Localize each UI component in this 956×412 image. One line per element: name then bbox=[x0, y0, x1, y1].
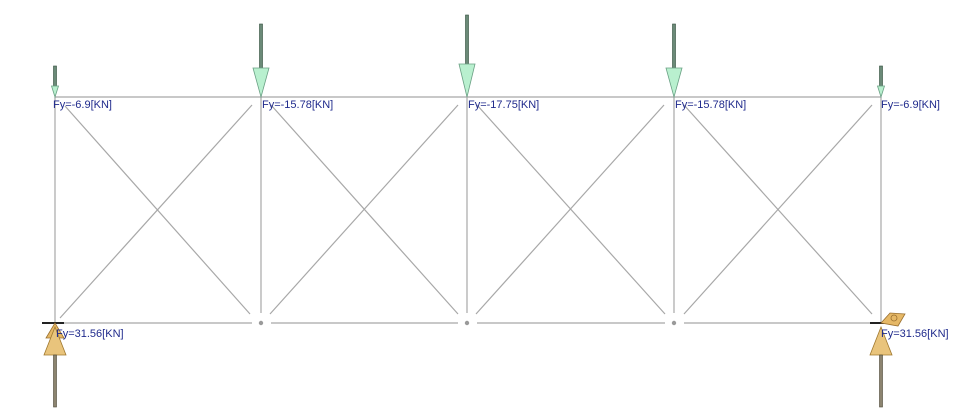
diagonal-2b bbox=[269, 104, 459, 315]
reaction-arrow-right bbox=[869, 325, 893, 408]
diagonal-3a bbox=[476, 104, 666, 315]
load-arrow-1 bbox=[50, 65, 60, 99]
diagonal-1b bbox=[59, 104, 253, 319]
reaction-label-right: Fy=31.56[KN] bbox=[881, 328, 949, 340]
node-bottom-2 bbox=[258, 320, 264, 326]
node-bottom-3 bbox=[464, 320, 470, 326]
diagonal-3b bbox=[475, 104, 665, 315]
reaction-label-left: Fy=31.56[KN] bbox=[56, 328, 124, 340]
node-bottom-4 bbox=[671, 320, 677, 326]
load-arrow-5 bbox=[876, 65, 886, 99]
right-support-roller bbox=[870, 312, 906, 327]
load-arrow-3 bbox=[458, 14, 476, 98]
load-label-5: Fy=-6.9[KN] bbox=[881, 99, 940, 111]
load-label-1: Fy=-6.9[KN] bbox=[53, 99, 112, 111]
load-label-4: Fy=-15.78[KN] bbox=[675, 99, 746, 111]
load-arrow-2 bbox=[252, 23, 270, 99]
load-label-3: Fy=-17.75[KN] bbox=[468, 99, 539, 111]
load-label-2: Fy=-15.78[KN] bbox=[262, 99, 333, 111]
diagonal-4b bbox=[683, 104, 873, 315]
reaction-arrow-left bbox=[43, 325, 67, 408]
load-arrow-4 bbox=[665, 23, 683, 99]
